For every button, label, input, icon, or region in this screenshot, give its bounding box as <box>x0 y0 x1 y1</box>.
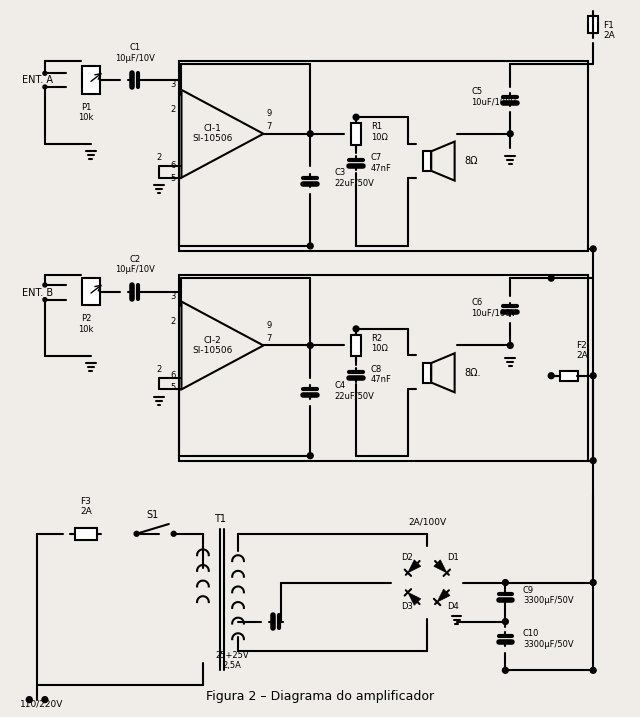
Text: 9: 9 <box>266 109 271 118</box>
Text: 6: 6 <box>170 161 175 170</box>
Circle shape <box>590 579 596 586</box>
Text: 110/220V: 110/220V <box>19 700 63 708</box>
Circle shape <box>26 697 32 703</box>
Text: 3: 3 <box>170 292 175 300</box>
Text: 3: 3 <box>170 80 175 89</box>
Circle shape <box>548 373 554 379</box>
Bar <box>179 275 588 460</box>
Text: 2: 2 <box>170 105 175 114</box>
Bar <box>588 16 598 33</box>
Text: 2: 2 <box>170 317 175 326</box>
Circle shape <box>307 453 313 459</box>
Text: D2: D2 <box>401 553 413 562</box>
Circle shape <box>508 130 513 137</box>
Text: 25+25V
2,5A: 25+25V 2,5A <box>216 651 249 670</box>
Circle shape <box>590 668 596 673</box>
Circle shape <box>42 697 48 703</box>
Circle shape <box>508 343 513 348</box>
Text: C1
10μF/10V: C1 10μF/10V <box>115 43 155 62</box>
Text: P2
10k: P2 10k <box>78 314 93 333</box>
Text: ENT. A: ENT. A <box>22 75 54 85</box>
Circle shape <box>502 579 508 586</box>
Text: C5
10uF/100V: C5 10uF/100V <box>471 87 516 106</box>
Circle shape <box>307 243 313 249</box>
Circle shape <box>502 619 508 625</box>
Text: 6: 6 <box>170 371 175 380</box>
Bar <box>82 278 99 305</box>
Circle shape <box>353 114 359 120</box>
Text: C8
47nF: C8 47nF <box>371 365 392 384</box>
Text: C2
10μF/10V: C2 10μF/10V <box>115 255 155 275</box>
Polygon shape <box>434 560 447 573</box>
Polygon shape <box>408 592 420 605</box>
Circle shape <box>307 130 313 137</box>
Text: 2: 2 <box>156 365 162 374</box>
Text: 7: 7 <box>266 122 272 131</box>
Text: 2A/100V: 2A/100V <box>408 517 446 526</box>
Text: T1: T1 <box>214 514 227 524</box>
Text: C6
10uF/100V: C6 10uF/100V <box>471 298 516 317</box>
Text: F3
2A: F3 2A <box>80 497 92 516</box>
Circle shape <box>353 326 359 332</box>
Text: 7: 7 <box>266 333 272 343</box>
Text: D4: D4 <box>447 602 459 611</box>
Text: P1
10k: P1 10k <box>78 103 93 122</box>
Circle shape <box>590 373 596 379</box>
Text: F1
2A: F1 2A <box>603 21 614 40</box>
Text: C7
47nF: C7 47nF <box>371 153 392 173</box>
Text: 8Ω: 8Ω <box>465 156 478 166</box>
Circle shape <box>172 531 176 536</box>
Circle shape <box>134 531 139 536</box>
Bar <box>560 371 577 381</box>
Circle shape <box>43 283 47 287</box>
Text: D3: D3 <box>401 602 413 611</box>
Polygon shape <box>437 589 450 602</box>
Text: F2
2A: F2 2A <box>577 341 588 360</box>
Circle shape <box>43 85 47 89</box>
Text: 2: 2 <box>156 153 162 162</box>
Bar <box>424 363 431 383</box>
Bar <box>75 528 97 540</box>
Text: C10
3300μF/50V: C10 3300μF/50V <box>523 630 573 649</box>
Text: R2
10Ω: R2 10Ω <box>371 334 388 353</box>
Text: D1: D1 <box>447 553 459 562</box>
Text: 5: 5 <box>170 174 175 183</box>
Text: R1
10Ω: R1 10Ω <box>371 122 388 141</box>
Circle shape <box>590 457 596 463</box>
Bar <box>424 151 431 171</box>
Circle shape <box>548 275 554 281</box>
Text: C9
3300μF/50V: C9 3300μF/50V <box>523 586 573 605</box>
Circle shape <box>43 298 47 302</box>
Text: CI-2
SI-10506: CI-2 SI-10506 <box>193 336 233 355</box>
Text: CI-1
SI-10506: CI-1 SI-10506 <box>193 124 233 143</box>
Text: ENT. B: ENT. B <box>22 288 54 298</box>
Text: S1: S1 <box>146 511 158 520</box>
Text: 5: 5 <box>170 384 175 392</box>
Bar <box>179 61 588 251</box>
Text: C3
22uF/50V: C3 22uF/50V <box>335 168 374 187</box>
Text: 9: 9 <box>266 321 271 330</box>
Bar <box>351 335 361 356</box>
Polygon shape <box>408 560 420 573</box>
Bar <box>351 123 361 145</box>
Text: 8Ω.: 8Ω. <box>465 368 481 378</box>
Circle shape <box>590 246 596 252</box>
Circle shape <box>502 668 508 673</box>
Circle shape <box>307 343 313 348</box>
Text: C4
22uF/50V: C4 22uF/50V <box>335 381 374 400</box>
Text: Figura 2 – Diagrama do amplificador: Figura 2 – Diagrama do amplificador <box>206 690 434 703</box>
Bar <box>82 67 99 94</box>
Circle shape <box>43 71 47 75</box>
